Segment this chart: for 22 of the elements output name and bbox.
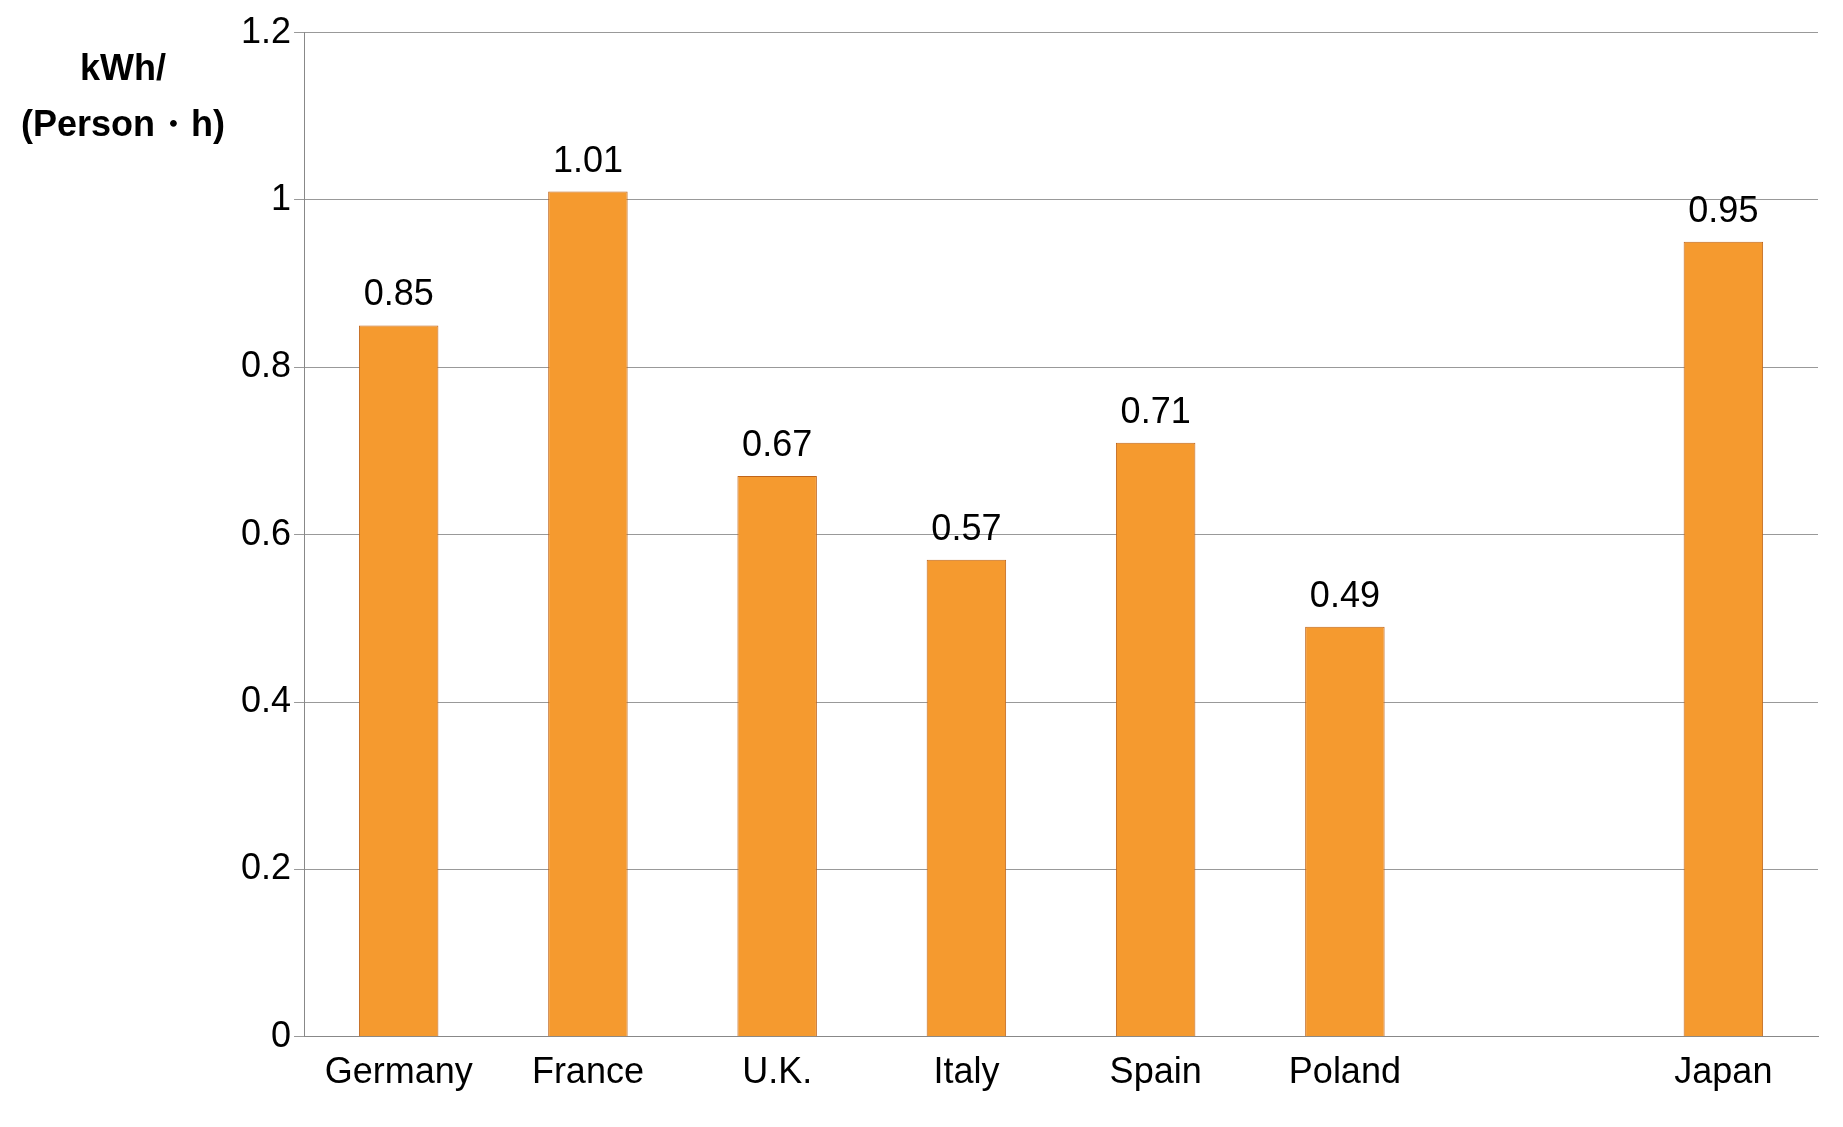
x-tick-label: Germany [324, 1050, 473, 1092]
y-tick-label: 0 [271, 1013, 292, 1055]
data-label: 0.57 [931, 506, 1002, 548]
y-tick-label: 1.2 [241, 9, 292, 51]
x-tick-label: Japan [1674, 1050, 1773, 1092]
data-label: 0.67 [742, 423, 813, 465]
data-label: 0.71 [1120, 389, 1191, 431]
x-tick-label: U.K. [742, 1050, 813, 1092]
data-label: 0.85 [363, 272, 434, 314]
data-label: 0.95 [1688, 188, 1759, 230]
y-tick-label: 0.6 [241, 511, 292, 553]
x-tick-label: Italy [933, 1050, 1000, 1092]
y-tick-label: 0.2 [241, 846, 292, 888]
x-tick-label: France [531, 1050, 644, 1092]
y-tick-label: 0.4 [241, 678, 292, 720]
data-label: 0.49 [1309, 573, 1380, 615]
x-tick-label: Poland [1288, 1050, 1401, 1092]
y-axis-title: kWh/(Person・h) [20, 46, 226, 144]
y-tick-label: 0.8 [241, 344, 292, 386]
y-tick-label: 1 [271, 176, 292, 218]
data-label: 1.01 [552, 138, 623, 180]
x-tick-label: Spain [1109, 1050, 1202, 1092]
